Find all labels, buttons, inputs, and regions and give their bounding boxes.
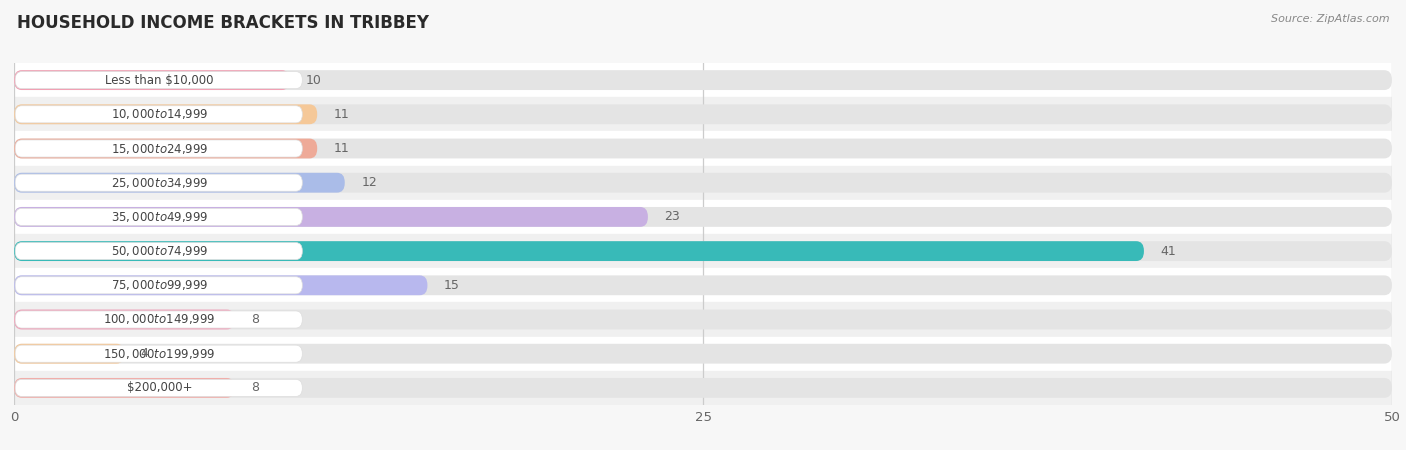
Text: Less than $10,000: Less than $10,000	[105, 74, 214, 86]
FancyBboxPatch shape	[14, 104, 318, 124]
FancyBboxPatch shape	[15, 379, 302, 396]
FancyBboxPatch shape	[14, 104, 1392, 124]
Bar	[14, 97, 1392, 131]
Bar	[14, 371, 1392, 405]
Text: $75,000 to $99,999: $75,000 to $99,999	[111, 278, 208, 293]
FancyBboxPatch shape	[15, 72, 302, 89]
Text: $100,000 to $149,999: $100,000 to $149,999	[103, 312, 215, 327]
Text: 8: 8	[252, 382, 259, 394]
Bar	[14, 268, 1392, 302]
Text: 10: 10	[307, 74, 322, 86]
Bar	[14, 166, 1392, 200]
Text: $35,000 to $49,999: $35,000 to $49,999	[111, 210, 208, 224]
Bar	[14, 63, 1392, 97]
Text: Source: ZipAtlas.com: Source: ZipAtlas.com	[1271, 14, 1389, 23]
FancyBboxPatch shape	[14, 241, 1392, 261]
Text: 11: 11	[333, 142, 350, 155]
Text: HOUSEHOLD INCOME BRACKETS IN TRIBBEY: HOUSEHOLD INCOME BRACKETS IN TRIBBEY	[17, 14, 429, 32]
Text: 23: 23	[665, 211, 681, 223]
Bar	[14, 337, 1392, 371]
Text: $150,000 to $199,999: $150,000 to $199,999	[103, 346, 215, 361]
Text: $15,000 to $24,999: $15,000 to $24,999	[111, 141, 208, 156]
FancyBboxPatch shape	[14, 70, 1392, 90]
FancyBboxPatch shape	[15, 277, 302, 294]
FancyBboxPatch shape	[14, 241, 1144, 261]
Bar	[14, 302, 1392, 337]
Text: 15: 15	[444, 279, 460, 292]
FancyBboxPatch shape	[15, 345, 302, 362]
FancyBboxPatch shape	[14, 275, 427, 295]
FancyBboxPatch shape	[15, 311, 302, 328]
FancyBboxPatch shape	[15, 140, 302, 157]
FancyBboxPatch shape	[14, 310, 235, 329]
Text: $200,000+: $200,000+	[127, 382, 193, 394]
FancyBboxPatch shape	[14, 275, 1392, 295]
Text: $50,000 to $74,999: $50,000 to $74,999	[111, 244, 208, 258]
Bar	[14, 131, 1392, 166]
FancyBboxPatch shape	[14, 173, 344, 193]
Text: 12: 12	[361, 176, 377, 189]
FancyBboxPatch shape	[14, 344, 124, 364]
FancyBboxPatch shape	[14, 70, 290, 90]
Bar	[14, 234, 1392, 268]
FancyBboxPatch shape	[14, 139, 1392, 158]
FancyBboxPatch shape	[14, 378, 235, 398]
FancyBboxPatch shape	[14, 378, 1392, 398]
FancyBboxPatch shape	[14, 207, 648, 227]
Bar	[14, 200, 1392, 234]
FancyBboxPatch shape	[14, 139, 318, 158]
FancyBboxPatch shape	[14, 310, 1392, 329]
FancyBboxPatch shape	[14, 207, 1392, 227]
Text: 41: 41	[1160, 245, 1177, 257]
Text: $10,000 to $14,999: $10,000 to $14,999	[111, 107, 208, 122]
FancyBboxPatch shape	[15, 106, 302, 123]
Text: 4: 4	[141, 347, 149, 360]
FancyBboxPatch shape	[14, 173, 1392, 193]
Text: 11: 11	[333, 108, 350, 121]
Text: $25,000 to $34,999: $25,000 to $34,999	[111, 176, 208, 190]
Text: 8: 8	[252, 313, 259, 326]
FancyBboxPatch shape	[15, 208, 302, 225]
FancyBboxPatch shape	[15, 174, 302, 191]
FancyBboxPatch shape	[15, 243, 302, 260]
FancyBboxPatch shape	[14, 344, 1392, 364]
